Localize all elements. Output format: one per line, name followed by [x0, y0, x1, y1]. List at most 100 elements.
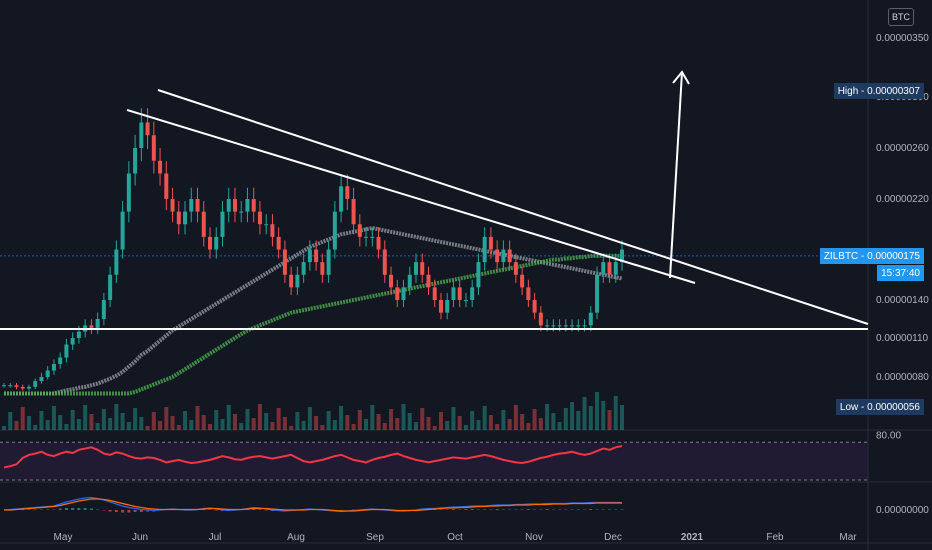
x-tick-label: Jun	[132, 532, 148, 543]
candle-body	[457, 287, 462, 300]
volume-bar	[588, 406, 593, 430]
macd-histogram-bar	[258, 509, 262, 510]
volume-bar	[2, 426, 6, 430]
ma-green-line	[4, 253, 622, 396]
volume-bar	[264, 413, 269, 430]
candle-body	[164, 173, 169, 199]
x-tick-label: 2021	[681, 532, 704, 543]
y-tick-label: 0.00000260	[876, 143, 929, 154]
rsi-line	[3, 445, 623, 469]
macd-histogram-bar	[102, 510, 106, 511]
candle-body	[551, 325, 556, 327]
macd-histogram-bar	[558, 509, 562, 510]
macd-histogram-bar	[539, 509, 543, 510]
low-price-tag: Low - 0.00000056	[835, 399, 924, 415]
volume-bar	[120, 413, 125, 430]
volume-bar	[476, 420, 481, 430]
candle-body	[126, 173, 131, 212]
x-tick-label: Aug	[287, 532, 305, 543]
volume-bar	[382, 423, 387, 430]
volume-bar	[470, 411, 475, 430]
macd-histogram-bar	[583, 509, 587, 510]
macd-histogram-bar	[570, 509, 574, 510]
volume-bar	[451, 407, 456, 430]
macd-histogram-bar	[514, 509, 518, 510]
macd-histogram-bar	[520, 509, 524, 510]
macd-histogram-bar	[526, 509, 530, 510]
volume-bar	[557, 422, 562, 430]
macd-histogram-bar	[52, 509, 56, 510]
candle-body	[282, 249, 287, 275]
volume-bar	[488, 415, 493, 430]
candle-body	[214, 236, 219, 250]
macd-histogram-bar	[96, 509, 100, 510]
volume-bar	[170, 416, 175, 430]
macd-histogram-bar	[71, 508, 75, 510]
volume-bar	[301, 421, 306, 430]
macd-histogram-bar	[64, 508, 68, 510]
candle-body	[270, 224, 275, 237]
macd-histogram-bar	[39, 509, 43, 510]
candle-body	[389, 274, 394, 288]
candle-body	[357, 224, 362, 237]
candle-body	[101, 300, 106, 319]
macd-histogram-bar	[576, 509, 580, 510]
volume-bar	[401, 404, 406, 430]
candle-body	[351, 199, 356, 225]
candle-body	[345, 186, 350, 199]
macd-histogram-bar	[264, 510, 268, 511]
candle-body	[451, 287, 456, 300]
candle-body	[382, 249, 387, 275]
volume-bar	[545, 404, 550, 430]
candle-body	[376, 236, 381, 250]
candle-body	[463, 300, 468, 301]
macd-histogram-bar	[483, 509, 487, 510]
candle-body	[432, 287, 437, 300]
volume-bar	[245, 409, 250, 430]
candle-body	[51, 364, 56, 371]
macd-histogram-bar	[476, 509, 480, 510]
candle-body	[70, 338, 75, 345]
high-price-tag: High - 0.00000307	[833, 83, 924, 99]
x-tick-label: Sep	[366, 532, 384, 543]
macd-histogram-bar	[46, 509, 50, 510]
candle-body	[33, 381, 38, 387]
macd-histogram-bar	[551, 509, 555, 510]
candle-body	[563, 325, 568, 327]
macd-histogram-bar	[114, 510, 118, 512]
candle-body	[120, 211, 125, 250]
candle-body	[220, 211, 225, 237]
volume-bar	[507, 419, 512, 430]
volume-bar	[133, 408, 138, 430]
candle-body	[145, 122, 150, 136]
volume-bar	[595, 392, 600, 430]
currency-badge[interactable]: BTC	[888, 8, 914, 26]
volume-bar	[232, 414, 237, 430]
volume-bar	[495, 424, 500, 430]
macd-histogram-bar	[464, 509, 468, 510]
volume-bar	[158, 421, 163, 430]
volume-bar	[320, 425, 325, 430]
volume-bar	[282, 417, 287, 430]
candle-body	[226, 199, 231, 212]
candle-body	[276, 236, 281, 250]
candle-body	[76, 331, 81, 338]
breakout-arrow-head	[672, 70, 690, 85]
volume-bar	[582, 397, 587, 430]
volume-bar	[226, 405, 231, 430]
macd-histogram-bar	[458, 509, 462, 510]
candle-body	[332, 211, 337, 250]
volume-bar	[563, 408, 568, 430]
volume-bar	[257, 404, 262, 430]
candle-body	[108, 274, 113, 300]
candle-body	[64, 344, 69, 358]
candle-body	[470, 287, 475, 300]
candle-body	[257, 211, 262, 225]
macd-histogram-bar	[121, 510, 125, 513]
volume-bar	[420, 408, 425, 430]
candle-body	[438, 300, 443, 313]
candle-body	[482, 236, 487, 263]
volume-bar	[176, 425, 181, 430]
volume-bar	[126, 422, 131, 430]
